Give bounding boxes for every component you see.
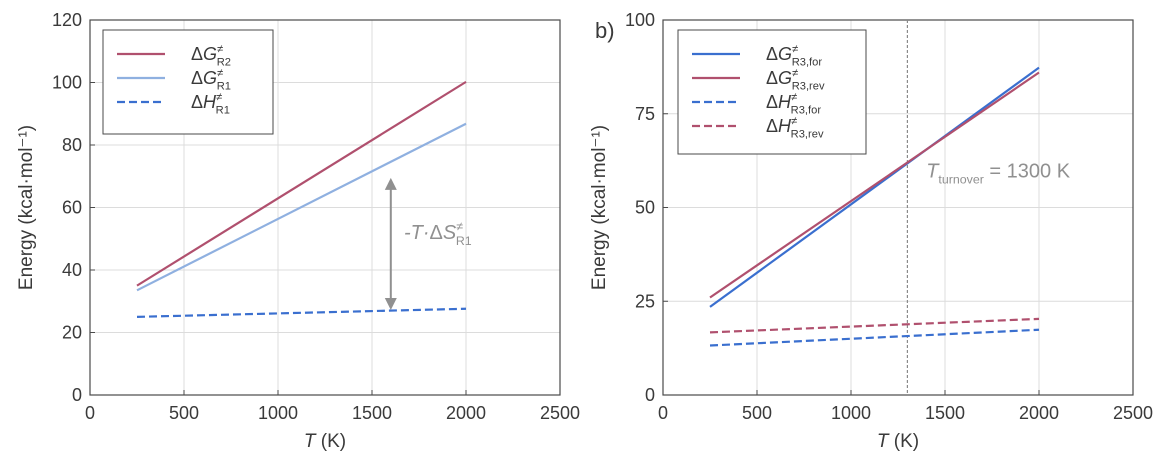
legend-label-3-delta: Δ — [766, 116, 778, 136]
annotation-text: -T·ΔS≠ R1 — [404, 219, 472, 247]
annotation-text-delta: Δ — [430, 222, 443, 244]
legend-label-2-delta: Δ — [766, 92, 778, 112]
legend-label-1-sub: R3,rev — [792, 80, 825, 92]
y-tick-label: 25 — [635, 291, 655, 311]
legend-label-0-sub: R2 — [217, 56, 231, 68]
legend-label-0-sub: R3,for — [792, 56, 823, 68]
legend-label-2-delta: Δ — [191, 92, 203, 112]
legend-label-0-delta: Δ — [191, 44, 203, 64]
entropy-arrow-head-down — [384, 298, 397, 310]
legend-label-1-delta: Δ — [766, 68, 778, 88]
annotation-text-prefix: -T· — [404, 222, 430, 244]
legend-label-2-sub: R1 — [216, 104, 230, 116]
x-tick-label: 500 — [169, 403, 199, 423]
legend-label-2: ΔH≠ R3,for — [766, 91, 821, 116]
legend-label-1: ΔG≠ R3,rev — [766, 67, 825, 92]
y-axis-label: Energy (kcal·mol⁻¹) — [589, 125, 610, 290]
annotation-text: Tturnover = 1300 K — [926, 161, 1071, 187]
legend-label-1: ΔG≠ R1 — [191, 67, 231, 92]
legend-label-3: ΔH≠ R3,rev — [766, 115, 824, 140]
annotation-text-base: T — [926, 161, 940, 183]
x-tick-label: 2500 — [1113, 403, 1153, 423]
annotation-text-sub: R1 — [456, 234, 472, 248]
series-line-2 — [709, 328, 1040, 347]
annotation-label-1: -T·ΔS≠ R1 — [404, 219, 472, 247]
series-line-3 — [709, 317, 1040, 334]
x-tick-label: 0 — [85, 403, 95, 423]
x-tick-label: 0 — [658, 403, 668, 423]
y-tick-label: 0 — [72, 385, 82, 405]
series-line-1 — [709, 71, 1040, 299]
y-tick-label: 60 — [62, 198, 82, 218]
x-axis-label: T (K) — [304, 431, 346, 452]
y-tick-label: 75 — [635, 104, 655, 124]
x-axis-label-unit: (K) — [889, 431, 920, 452]
x-tick-label: 2500 — [540, 403, 580, 423]
annotation-text-sub: turnover — [938, 173, 983, 187]
annotation-text-base: S — [443, 222, 457, 244]
x-tick-label: 2000 — [446, 403, 486, 423]
y-tick-label: 50 — [635, 198, 655, 218]
legend-label-2-sub: R3,for — [791, 104, 822, 116]
series-line-0 — [136, 80, 467, 287]
legend-label-2-sup: ≠ — [216, 91, 222, 103]
legend-label-2: ΔH≠ R1 — [191, 91, 230, 116]
legend-label-3-base: H — [778, 116, 792, 136]
legend-label-1-base: G — [778, 68, 792, 88]
legend-label-1-delta: Δ — [191, 68, 203, 88]
x-tick-label: 1000 — [258, 403, 298, 423]
legend-label-0-sup: ≠ — [792, 43, 798, 55]
legend-label-2-base: H — [778, 92, 792, 112]
legend-label-1-base: G — [203, 68, 217, 88]
y-tick-label: 100 — [52, 73, 82, 93]
left-chart: 0 500 1000 1500 2000 2500 0 20 40 60 80 100 120 T (K)… — [16, 10, 580, 452]
legend-label-0-delta: Δ — [766, 44, 778, 64]
panel-label: b) — [595, 18, 615, 43]
legend-label-0-base: G — [778, 44, 792, 64]
legend-label-1-sup: ≠ — [217, 67, 223, 79]
annotation-text-sup: ≠ — [456, 219, 463, 233]
legend-label-0: ΔG≠ R3,for — [766, 43, 822, 68]
series-line-0 — [709, 66, 1040, 308]
y-tick-label: 20 — [62, 323, 82, 343]
x-axis-label-var: T — [877, 431, 890, 452]
right-chart: 0 500 1000 1500 2000 2500 0 25 50 75 100 T (K) Energ… — [589, 10, 1153, 452]
y-tick-label: 40 — [62, 260, 82, 280]
y-tick-label: 0 — [645, 385, 655, 405]
legend-label-0-sup: ≠ — [217, 43, 223, 55]
legend-label-2-base: H — [203, 92, 217, 112]
y-axis-label: Energy (kcal·mol⁻¹) — [16, 125, 37, 290]
legend-box — [102, 29, 274, 135]
legend-label-2-sup: ≠ — [791, 91, 797, 103]
legend-label-1-sub: R1 — [217, 80, 231, 92]
x-axis-label-var: T — [304, 431, 317, 452]
series-line-2 — [136, 307, 467, 318]
y-tick-label: 120 — [52, 10, 82, 30]
legend-label-0: ΔG≠ R2 — [191, 43, 231, 68]
x-tick-label: 2000 — [1019, 403, 1059, 423]
x-tick-label: 1500 — [925, 403, 965, 423]
y-tick-label: 80 — [62, 135, 82, 155]
x-tick-label: 500 — [742, 403, 772, 423]
legend-label-1-sup: ≠ — [792, 67, 798, 79]
annotation-text-suffix: = 1300 K — [984, 161, 1071, 183]
legend-label-3-sup: ≠ — [791, 115, 797, 127]
legend-box — [677, 29, 867, 155]
entropy-arrow-head-up — [384, 177, 397, 190]
y-tick-label: 100 — [625, 10, 655, 30]
x-axis-label: T (K) — [877, 431, 919, 452]
series-line-1 — [136, 122, 467, 292]
legend-label-3-sub: R3,rev — [791, 128, 824, 140]
annotation-label-1: Tturnover = 1300 K — [926, 161, 1071, 187]
x-tick-label: 1000 — [831, 403, 871, 423]
x-tick-label: 1500 — [352, 403, 392, 423]
legend-label-0-base: G — [203, 44, 217, 64]
x-axis-label-unit: (K) — [316, 431, 347, 452]
